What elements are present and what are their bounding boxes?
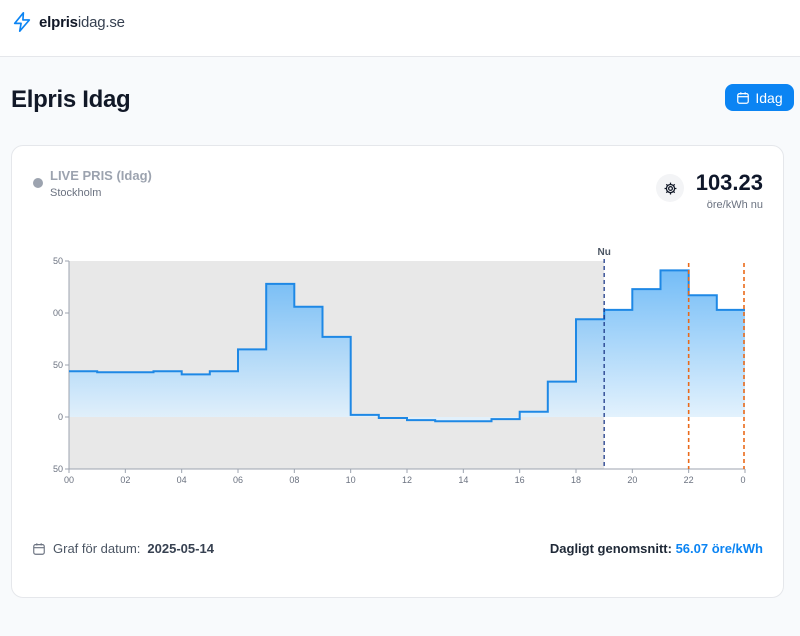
- current-price-value: 103.23: [695, 170, 763, 195]
- y-tick-label: 50: [53, 256, 63, 266]
- x-tick-label: 02: [120, 475, 130, 485]
- x-tick-label: 06: [233, 475, 243, 485]
- page-title: Elpris Idag: [11, 86, 131, 113]
- calendar-icon: [33, 542, 45, 555]
- daily-average-value: 56.07 öre/kWh: [675, 541, 763, 556]
- price-card: LIVE PRIS (Idag) Stockholm 103.23 öre/kW…: [11, 145, 784, 598]
- x-tick-label: 12: [402, 475, 412, 485]
- x-tick-label: 22: [684, 475, 694, 485]
- x-tick-label: 04: [177, 475, 187, 485]
- live-price-label: LIVE PRIS (Idag): [50, 168, 152, 183]
- region-label: Stockholm: [50, 187, 102, 199]
- x-tick-label: 0: [740, 475, 745, 485]
- live-status-dot: [33, 178, 43, 188]
- x-tick-label: 14: [458, 475, 468, 485]
- daily-average: Dagligt genomsnitt: 56.07 öre/kWh: [550, 541, 763, 556]
- brand-name: elprisidag.se: [39, 14, 125, 31]
- daily-average-label: Dagligt genomsnitt:: [549, 541, 672, 556]
- x-tick-label: 18: [571, 475, 581, 485]
- graph-date-label: Graf för datum:: [53, 541, 141, 556]
- brand-light: idag.se: [77, 13, 125, 31]
- y-tick-label: 50: [53, 464, 63, 474]
- x-tick-label: 10: [346, 475, 356, 485]
- y-tick-label: 00: [53, 308, 63, 318]
- x-tick-label: 20: [627, 475, 637, 485]
- current-price-unit: öre/kWh nu: [706, 199, 763, 211]
- lightning-bolt-icon: [13, 12, 31, 32]
- price-area-fill: [69, 270, 745, 422]
- y-tick-label: 50: [53, 360, 63, 370]
- logo[interactable]: elprisidag.se: [11, 11, 125, 33]
- date-picker-label: Idag: [755, 89, 783, 106]
- date-picker-button[interactable]: Idag: [725, 84, 794, 111]
- top-bar: elprisidag.se: [0, 0, 800, 57]
- graph-date-info: Graf för datum: 2025-05-14: [32, 541, 214, 556]
- settings-button[interactable]: [656, 174, 684, 202]
- x-tick-label: 00: [64, 475, 74, 485]
- price-line: [69, 269, 745, 423]
- graph-date-value: 2025-05-14: [147, 541, 214, 556]
- calendar-icon: [737, 91, 750, 104]
- gear-icon: [664, 182, 676, 194]
- x-tick-label: 16: [515, 475, 525, 485]
- brand-bold: elpris: [39, 13, 78, 31]
- now-marker-label: Nu: [597, 247, 610, 258]
- x-tick-label: 08: [289, 475, 299, 485]
- y-tick-label: 0: [58, 412, 63, 422]
